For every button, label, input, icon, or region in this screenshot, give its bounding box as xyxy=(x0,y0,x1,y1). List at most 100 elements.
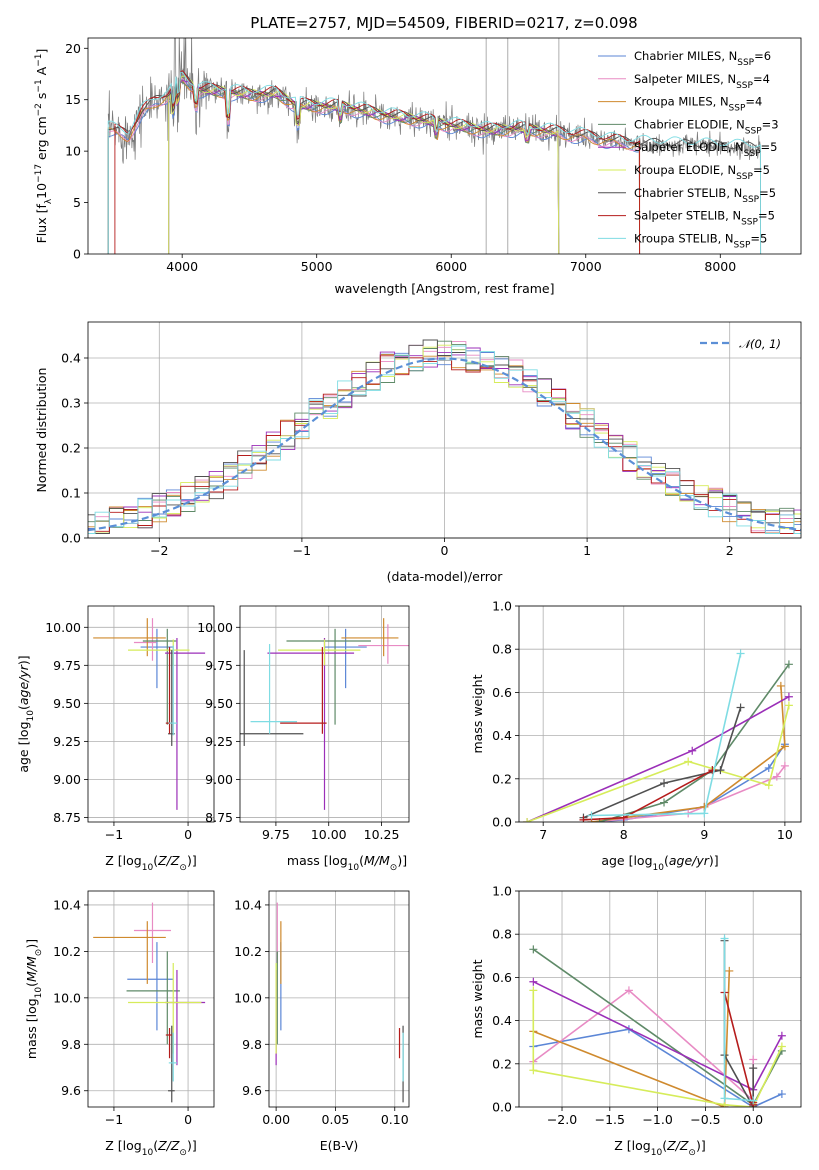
y-tick-label: 9.6 xyxy=(61,1083,81,1098)
y-tick-label: 0.8 xyxy=(492,927,512,942)
mass_vs_ebv-xlabel: E(B-V) xyxy=(320,1138,359,1153)
y-tick-label: 9.75 xyxy=(53,658,81,673)
legend-entry: Kroupa MILES, NSSP=4 xyxy=(634,95,762,114)
y-tick-label: 9.6 xyxy=(242,1083,262,1098)
age_vs_Z-axes: −1 0 8.75 9.00 9.25 9.50 9.75 10.00 xyxy=(45,606,214,842)
residuals-xlabel: (data-model)/error xyxy=(387,569,504,584)
series-point xyxy=(784,692,793,701)
y-tick-label: 0.8 xyxy=(492,642,512,657)
series-point xyxy=(749,1096,758,1105)
series-line xyxy=(533,970,731,1107)
series-point xyxy=(684,757,693,766)
x-tick-label: 0 xyxy=(184,1112,192,1127)
residual-histogram xyxy=(88,344,801,534)
series-point xyxy=(784,660,793,669)
y-tick-label: 9.50 xyxy=(205,696,233,711)
series-point xyxy=(720,934,729,943)
series-line xyxy=(591,765,786,822)
x-tick-label: −1 xyxy=(105,1112,123,1127)
weight_vs_Z-lines xyxy=(529,934,786,1107)
y-tick-label: 1.0 xyxy=(492,599,512,614)
mass_vs_Z-errorbars xyxy=(93,902,206,1103)
series-point xyxy=(777,1090,786,1099)
series-point xyxy=(529,986,538,995)
spectrum-xlabel: wavelength [Angstrom, rest frame] xyxy=(334,281,554,296)
y-tick-label: 5 xyxy=(73,195,81,210)
y-tick-label: 0.0 xyxy=(492,1100,512,1115)
mass_vs_Z-axes: −1 0 9.6 9.8 10.0 10.2 10.4 xyxy=(53,891,214,1127)
series-line xyxy=(533,1028,783,1107)
age_vs_Z-frame xyxy=(87,605,215,823)
weight_vs_Z-frame xyxy=(518,890,802,1108)
series-point xyxy=(579,815,588,822)
series-point xyxy=(780,761,789,770)
y-tick-label: 0.2 xyxy=(492,1056,512,1071)
mass_vs_ebv-errorbars xyxy=(275,902,404,1103)
y-tick-label: 15 xyxy=(65,92,81,107)
spectrum-model-line xyxy=(168,80,560,254)
residuals-hist-group xyxy=(88,339,801,534)
series-point xyxy=(688,746,697,755)
spectrum-model-line xyxy=(107,79,641,254)
x-tick-label: −2 xyxy=(150,543,168,558)
y-tick-label: 10 xyxy=(65,144,81,159)
x-tick-label: −2.0 xyxy=(547,1112,577,1127)
age_vs_Z-ylabel: age [log10(age/yr)] xyxy=(16,655,36,772)
spectrum-model-line xyxy=(107,77,641,254)
legend-entry: Salpeter ELODIE, NSSP=5 xyxy=(634,140,777,159)
y-tick-label: 10.0 xyxy=(53,990,81,1005)
series-point xyxy=(529,945,538,954)
x-tick-label: −1 xyxy=(105,827,123,842)
series-point xyxy=(764,781,773,790)
series-point xyxy=(784,701,793,710)
y-tick-label: 0.6 xyxy=(492,970,512,985)
series-point xyxy=(772,772,781,781)
y-tick-label: 0.6 xyxy=(492,685,512,700)
x-tick-label: −1 xyxy=(293,543,311,558)
y-tick-label: 9.8 xyxy=(61,1037,81,1052)
spectrum-model-line xyxy=(114,70,641,254)
x-tick-label: 6000 xyxy=(435,259,467,274)
y-tick-label: 0 xyxy=(73,247,81,262)
x-tick-label: 0.0 xyxy=(743,1112,763,1127)
series-point xyxy=(764,764,773,772)
series-line xyxy=(526,705,790,822)
x-tick-label: 10 xyxy=(777,827,793,842)
weight_vs_Z-xlabel: Z [log10(Z/Z⊙)] xyxy=(614,1138,705,1158)
y-tick-label: 0.4 xyxy=(492,1013,512,1028)
y-tick-label: 8.75 xyxy=(53,810,81,825)
weight_vs_age-xlabel: age [log10(age/yr)] xyxy=(601,853,718,873)
spectrum-data-group xyxy=(107,38,762,254)
y-tick-label: 9.75 xyxy=(205,658,233,673)
mass_vs_Z-background xyxy=(88,891,214,1107)
spectrum-frame xyxy=(87,37,802,255)
series-point xyxy=(624,986,633,995)
y-tick-label: 0.0 xyxy=(61,531,81,546)
series-point xyxy=(725,966,734,975)
series-point xyxy=(736,649,745,658)
age_vs_mass-errorbars xyxy=(240,618,409,810)
y-tick-label: 20 xyxy=(65,41,81,56)
series-point xyxy=(523,818,532,822)
mass_vs_ebv-frame xyxy=(268,890,410,1108)
spectrum-legend: Chabrier MILES, NSSP=6 Salpeter MILES, NS… xyxy=(598,49,779,250)
series-point xyxy=(777,1031,786,1040)
y-tick-label: 1.0 xyxy=(492,884,512,899)
series-point xyxy=(749,1055,758,1064)
x-tick-label: 0.10 xyxy=(381,1112,409,1127)
spectrum-ylabel: Flux [fλ10−17 erg cm−2 s−1 A−1] xyxy=(34,49,54,244)
weight_vs_age-ylabel: mass weight xyxy=(470,674,485,753)
y-tick-label: 0.2 xyxy=(492,771,512,786)
spectrum-model-line xyxy=(107,71,762,254)
y-tick-label: 0.3 xyxy=(61,396,81,411)
y-tick-label: 10.4 xyxy=(53,897,81,912)
mass_vs_Z-ylabel: mass [log10(M/M⊙)] xyxy=(24,939,44,1059)
y-tick-label: 9.50 xyxy=(53,696,81,711)
y-tick-label: 0.0 xyxy=(492,815,512,830)
x-tick-label: 9 xyxy=(700,827,708,842)
legend-entry: Kroupa STELIB, NSSP=5 xyxy=(634,231,767,250)
residual-histogram xyxy=(88,348,801,534)
series-point xyxy=(720,1094,729,1103)
series-point xyxy=(776,681,785,690)
